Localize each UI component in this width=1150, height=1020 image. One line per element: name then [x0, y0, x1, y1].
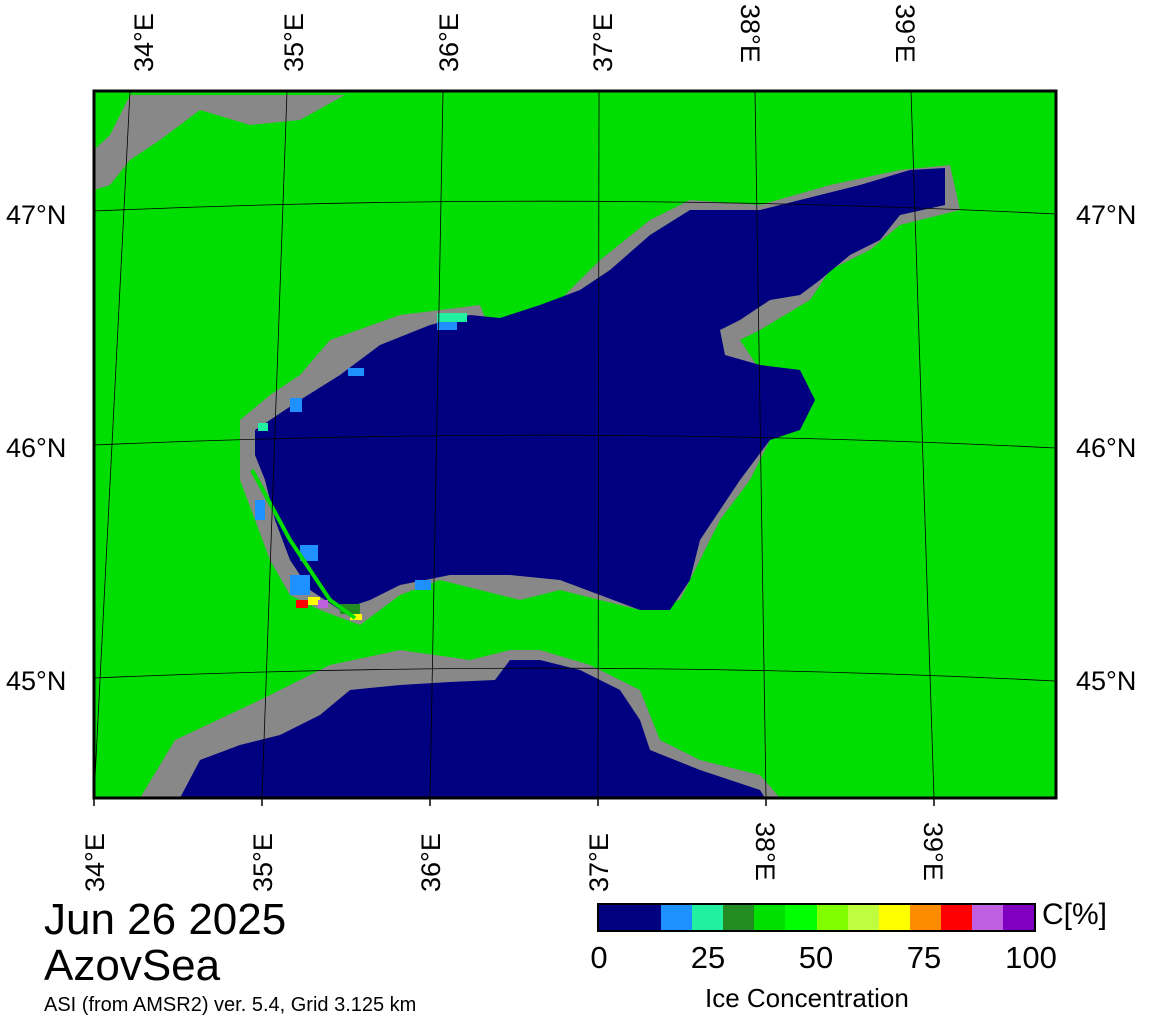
map-frame	[92, 89, 1058, 800]
arabat-spit	[250, 469, 357, 620]
date-label: Jun 26 2025	[44, 895, 287, 944]
ice-pixel	[290, 575, 310, 595]
lat-label-left: 45°N	[6, 666, 66, 696]
colorbar-segment	[723, 905, 755, 930]
ice-pixel	[340, 604, 360, 614]
lat-label-left: 47°N	[6, 200, 66, 230]
graticule	[94, 91, 1056, 798]
ice-pixel	[308, 597, 320, 605]
ice-pixel	[258, 423, 268, 431]
lon-label-bottom: 38°E	[750, 822, 780, 881]
colorbar-tick: 100	[1005, 940, 1057, 975]
lon-label-top: 36°E	[434, 13, 464, 72]
ice-pixel	[415, 580, 431, 590]
lon-label-top: 35°E	[279, 13, 309, 72]
source-label: ASI (from AMSR2) ver. 5.4, Grid 3.125 km	[44, 994, 417, 1016]
lon-label-bottom: 36°E	[416, 833, 446, 892]
ice-pixel	[350, 614, 362, 620]
colorbar-segment	[909, 905, 941, 930]
lon-label-top: 38°E	[735, 4, 765, 63]
lon-label-bottom: 37°E	[584, 833, 614, 892]
ice-pixel	[437, 313, 467, 322]
region-label: AzovSea	[44, 941, 221, 990]
ice-pixel	[437, 322, 457, 330]
colorbar-segment	[940, 905, 972, 930]
colorbar-segment	[878, 905, 910, 930]
ice-pixel	[290, 398, 302, 412]
lat-label-right: 46°N	[1076, 433, 1136, 463]
tick-marks	[93, 798, 935, 806]
colorbar-segment	[1003, 905, 1035, 930]
colorbar-segment	[599, 905, 631, 930]
black-sea	[180, 660, 765, 798]
lon-label-top: 39°E	[890, 4, 920, 63]
lat-label-right: 45°N	[1076, 666, 1136, 696]
lat-label-left: 46°N	[6, 433, 66, 463]
ice-pixel	[296, 600, 308, 608]
lon-label-bottom: 35°E	[248, 833, 278, 892]
colorbar-tick: 25	[690, 940, 726, 975]
ice-pixel	[318, 600, 328, 608]
colorbar-tick: 50	[798, 940, 834, 975]
lat-label-right: 47°N	[1076, 200, 1136, 230]
lon-label-bottom: 39°E	[918, 822, 948, 881]
colorbar-segment	[785, 905, 817, 930]
coast-fringe	[94, 95, 345, 190]
ice-pixel	[348, 368, 364, 376]
colorbar-segment	[971, 905, 1004, 930]
colorbar-segment	[692, 905, 724, 930]
colorbar	[597, 903, 1036, 932]
colorbar-tick: 0	[590, 940, 608, 975]
lon-label-top: 37°E	[588, 13, 618, 72]
colorbar-tick: 75	[906, 940, 942, 975]
colorbar-segment	[754, 905, 786, 930]
sea-of-azov	[255, 168, 945, 610]
colorbar-segment	[847, 905, 879, 930]
ice-pixel	[255, 500, 265, 520]
lon-label-top: 34°E	[129, 13, 159, 72]
colorbar-segment	[630, 905, 662, 930]
lon-label-bottom: 34°E	[80, 833, 110, 892]
ice-pixel	[300, 545, 318, 561]
colorbar-unit: C[%]	[1042, 898, 1108, 931]
colorbar-segment	[816, 905, 848, 930]
colorbar-segment	[661, 905, 693, 930]
colorbar-title: Ice Concentration	[705, 983, 909, 1013]
